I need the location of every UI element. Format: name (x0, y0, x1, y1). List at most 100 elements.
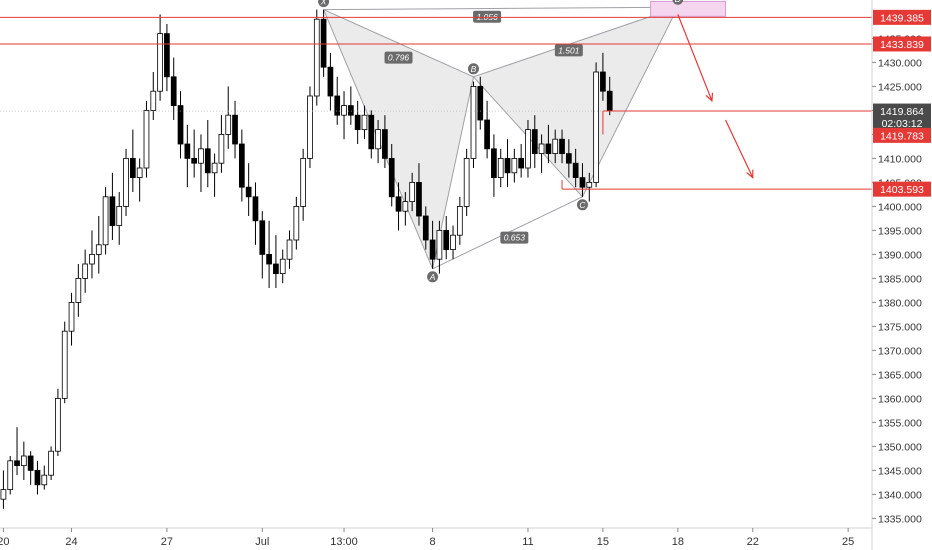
ratio-label-text: 0.796 (388, 53, 410, 63)
candle-body (354, 114, 361, 130)
pattern-point-bg (467, 63, 479, 75)
ratio-label-bg (384, 51, 413, 64)
price-tick-label: 1430.000 (878, 57, 922, 69)
candle (450, 225, 456, 260)
candle-body (20, 455, 27, 467)
pattern-point-a: A (427, 271, 439, 283)
candle (157, 14, 163, 101)
candle-body (75, 277, 82, 303)
candle (538, 134, 545, 173)
candle (245, 163, 252, 216)
candle-body (545, 143, 552, 154)
time-tick-label: 11 (522, 536, 533, 548)
candle (320, 9, 327, 77)
candle (368, 110, 375, 159)
time-tick-label: 27 (161, 536, 173, 548)
price-tag-text: 1433.839 (880, 39, 924, 51)
candle-body (232, 114, 238, 145)
price-tag: 1439.385 (873, 9, 931, 25)
candle-body (198, 148, 204, 164)
price-tag-bg (873, 103, 931, 119)
candle (116, 192, 123, 245)
candle (300, 148, 307, 221)
price-tag-text: 1419.783 (880, 130, 924, 142)
candle-body (238, 143, 245, 188)
price-tag-text: 1439.385 (880, 12, 924, 24)
time-tick-label: Jul (255, 536, 269, 548)
pattern-point-d: D (672, 0, 684, 5)
candle-body (129, 157, 136, 178)
price-tick-label: 1345.000 (878, 465, 922, 477)
candle-body (82, 263, 89, 279)
time-tick-label: 24 (65, 536, 77, 548)
candle-body (388, 157, 395, 198)
candle-body (259, 220, 266, 255)
candle (600, 52, 606, 101)
candle (504, 139, 511, 188)
pattern-point-x: X (318, 0, 330, 8)
candle-body (586, 181, 593, 188)
candle-body (34, 469, 41, 486)
candles (0, 9, 613, 509)
candle (204, 120, 211, 188)
time-tick-label: 13:00 (330, 536, 358, 548)
ratio-label: 1.056 (473, 10, 502, 23)
candle (259, 211, 266, 279)
candle-body (491, 148, 497, 179)
pattern-point-bg (672, 0, 684, 5)
price-tick-label: 1410.000 (878, 153, 922, 165)
candle (511, 148, 518, 183)
pattern-point-bg (427, 271, 439, 283)
projection-arrow-shaft (677, 14, 713, 102)
price-tick-label: 1390.000 (878, 249, 922, 261)
candle (55, 388, 61, 456)
price-tag: 1419.783 (873, 127, 931, 143)
candle (225, 86, 232, 149)
candle (470, 81, 477, 168)
horizontal-lines[interactable] (0, 16, 872, 190)
reversal-zone[interactable] (650, 0, 727, 17)
price-tick-label: 1425.000 (878, 81, 922, 93)
candle (273, 235, 279, 288)
candle (429, 220, 436, 269)
candle-body (463, 157, 470, 207)
candle-body (565, 153, 572, 164)
candle (416, 163, 422, 226)
candle-body (273, 263, 279, 275)
candle-body (341, 105, 347, 116)
candle (177, 91, 184, 159)
candle (436, 220, 443, 274)
price-tag-bg (873, 127, 931, 143)
candle-body (347, 105, 354, 116)
price-tag: 1419.864 (873, 103, 931, 119)
ratio-label-bg (500, 231, 529, 244)
candle-body (531, 129, 538, 155)
projection-arrow[interactable] (677, 14, 714, 103)
price-tick-label: 1335.000 (878, 513, 922, 525)
projection-arrows[interactable] (677, 14, 754, 179)
candle-body (143, 110, 150, 169)
candle (361, 105, 368, 140)
candle-body (456, 205, 463, 236)
candle-body (218, 133, 225, 164)
candle (75, 264, 82, 317)
pattern-triangle-1 (323, 9, 474, 269)
candle-body (497, 157, 504, 178)
candle (293, 196, 300, 250)
candle-body (320, 18, 327, 68)
pattern-leg-xb (323, 9, 474, 78)
candle-body (102, 196, 109, 246)
candle-body (286, 239, 293, 260)
time-axis[interactable]: 20 24 27 Jul 13:00 8 11 15 18 22 25 (0, 528, 854, 548)
candle (382, 115, 388, 168)
candle-body (184, 143, 191, 159)
candle (606, 76, 613, 116)
price-tick-label: 1340.000 (878, 489, 922, 501)
price-tag-text: 02:03:12 (882, 118, 923, 130)
candle-body (293, 205, 300, 241)
harmonic-pattern[interactable]: 1.056 0.796 1.501 0.653 X A B C D (318, 0, 727, 283)
candle-body (409, 181, 416, 202)
projection-arrow[interactable] (724, 119, 754, 179)
candle (545, 124, 552, 164)
